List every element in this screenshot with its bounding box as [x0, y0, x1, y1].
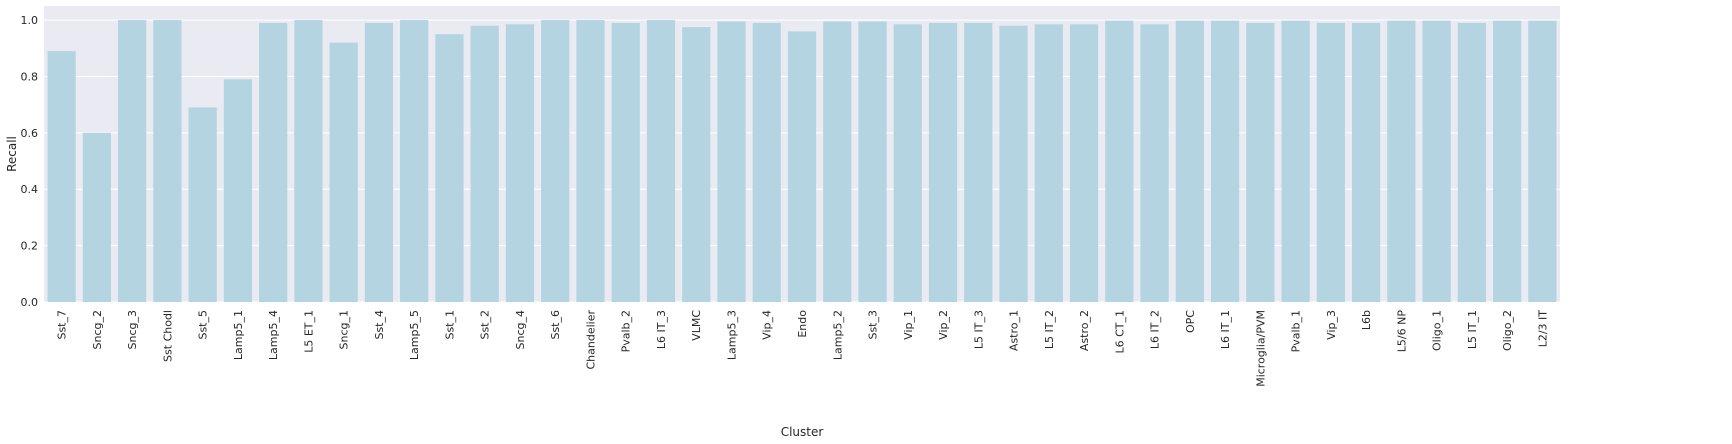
bar [1457, 22, 1486, 303]
bar [611, 22, 640, 303]
bar [999, 25, 1028, 302]
x-tick-label: Astro_1 [1008, 310, 1021, 351]
x-tick-label: L5 IT_3 [972, 310, 985, 349]
y-tick-label: 0.2 [21, 240, 39, 253]
x-tick-label: Lamp5_4 [267, 310, 280, 360]
bar [400, 20, 429, 302]
x-tick-label: Sst_6 [549, 310, 562, 340]
x-tick-label: Lamp5_1 [232, 310, 245, 360]
bar [259, 22, 288, 303]
bar [505, 24, 535, 302]
x-tick-label: Sst_4 [373, 310, 386, 340]
bar [435, 34, 464, 302]
bar [47, 51, 76, 302]
bar [364, 22, 394, 303]
x-tick-label: L6b [1360, 310, 1373, 330]
x-tick-label: Sst Chodl [161, 310, 174, 362]
bar [1387, 20, 1416, 302]
bar [329, 42, 358, 303]
bar [541, 20, 570, 302]
x-tick-label: OPC [1184, 310, 1197, 333]
bar [787, 31, 817, 302]
x-tick-label: Lamp5_2 [831, 310, 844, 360]
bar [1316, 22, 1345, 303]
x-tick-label: Oligo_2 [1501, 310, 1514, 351]
x-tick-label: L5 ET_1 [302, 310, 315, 353]
bars [47, 20, 1557, 303]
bar [118, 20, 147, 302]
bar [646, 20, 676, 302]
bar [153, 20, 182, 302]
x-tick-label: Microglia/PVM [1254, 310, 1267, 387]
bar [1493, 20, 1522, 302]
bar [82, 132, 111, 302]
bar [1034, 24, 1063, 302]
x-tick-label: L5/6 NP [1395, 310, 1408, 353]
x-tick-label: Vip_1 [902, 310, 915, 340]
x-tick-label: Oligo_1 [1431, 310, 1444, 351]
x-tick-label: L6 IT_2 [1149, 310, 1162, 349]
bar [1210, 20, 1240, 302]
bar [223, 79, 253, 303]
x-tick-label: Vip_4 [761, 310, 774, 340]
bar [1528, 20, 1557, 302]
bar [823, 21, 852, 303]
bar [893, 24, 922, 302]
x-tick-label: Sst_1 [443, 310, 456, 340]
x-tick-label: L5 IT_2 [1043, 310, 1056, 349]
y-tick-label: 0.0 [21, 296, 39, 309]
y-tick-label: 0.8 [21, 70, 39, 83]
bar [858, 21, 887, 303]
x-tick-label: Sncg_3 [126, 310, 139, 349]
y-tick-label: 1.0 [21, 14, 39, 27]
y-tick-label: 0.6 [21, 127, 39, 140]
bar [1069, 24, 1099, 302]
x-tick-labels: Sst_7 Sncg_2 Sncg_3 Sst Chodl Sst_5 Lamp5_1 La… [56, 310, 1550, 387]
x-tick-label: Pvalb_1 [1290, 310, 1303, 352]
bar [188, 107, 217, 302]
bar [1175, 20, 1204, 302]
x-tick-label: Sst_5 [197, 310, 210, 340]
x-tick-label: Pvalb_2 [620, 310, 633, 352]
x-tick-label: Sst_2 [479, 310, 492, 340]
x-tick-label: Sst_3 [867, 310, 880, 340]
bar [470, 25, 499, 302]
bar [752, 22, 781, 303]
x-tick-label: Astro_2 [1078, 310, 1091, 351]
x-tick-label: L6 IT_1 [1219, 310, 1232, 349]
x-tick-label: Sncg_1 [338, 310, 351, 349]
bar [1281, 20, 1310, 302]
x-tick-label: L5 IT_1 [1466, 310, 1479, 349]
x-tick-label: Vip_3 [1325, 310, 1338, 340]
x-tick-label: Sncg_2 [91, 310, 104, 349]
bar [1422, 20, 1451, 302]
y-axis-label: Recall [5, 136, 19, 172]
x-tick-label: L6 CT_1 [1113, 310, 1126, 354]
bar [1105, 20, 1134, 302]
y-tick-labels: 0.0 0.2 0.4 0.6 0.8 1.0 [21, 14, 39, 309]
x-tick-label: VLMC [690, 310, 703, 341]
x-tick-label: L6 IT_3 [655, 310, 668, 349]
x-tick-label: Sncg_4 [514, 310, 527, 349]
x-tick-label: Endo [796, 310, 809, 338]
x-tick-label: Chandelier [584, 310, 597, 370]
bar [1246, 22, 1275, 303]
y-tick-label: 0.4 [21, 183, 39, 196]
x-tick-label: Lamp5_3 [725, 310, 738, 360]
x-tick-label: Lamp5_5 [408, 310, 421, 360]
x-tick-label: Vip_2 [937, 310, 950, 340]
bar [1140, 24, 1169, 302]
x-tick-label: L2/3 IT [1536, 310, 1549, 348]
bar [576, 20, 605, 302]
x-tick-label: Sst_7 [56, 310, 69, 340]
bar [294, 20, 323, 302]
bar [1351, 22, 1381, 303]
bar [682, 27, 711, 303]
bar [717, 21, 746, 303]
x-axis-label: Cluster [781, 425, 824, 439]
bar [928, 22, 958, 303]
bar [964, 22, 993, 303]
